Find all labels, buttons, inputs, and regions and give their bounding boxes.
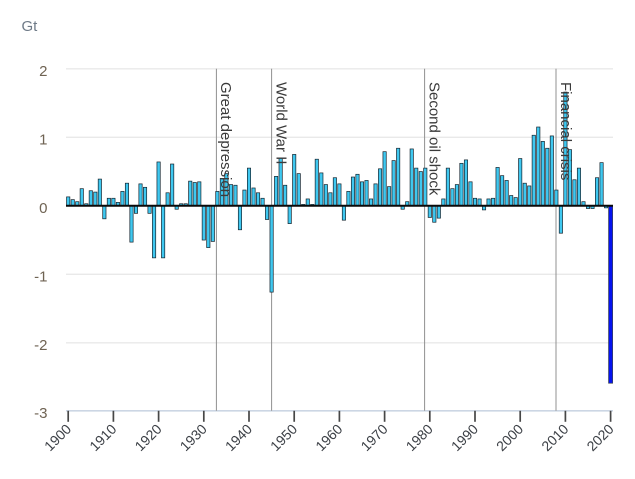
svg-text:World War II: World War II: [272, 82, 289, 165]
svg-text:-1: -1: [34, 268, 47, 285]
svg-text:0: 0: [39, 200, 47, 217]
svg-text:Gt: Gt: [22, 18, 39, 35]
svg-text:Second oil shock: Second oil shock: [425, 82, 442, 196]
svg-text:Financial crisis: Financial crisis: [557, 82, 574, 180]
svg-text:Great depression: Great depression: [217, 82, 234, 197]
svg-text:-2: -2: [34, 337, 47, 354]
svg-text:2: 2: [39, 63, 47, 80]
svg-text:-3: -3: [34, 405, 47, 422]
svg-text:1: 1: [39, 131, 47, 148]
